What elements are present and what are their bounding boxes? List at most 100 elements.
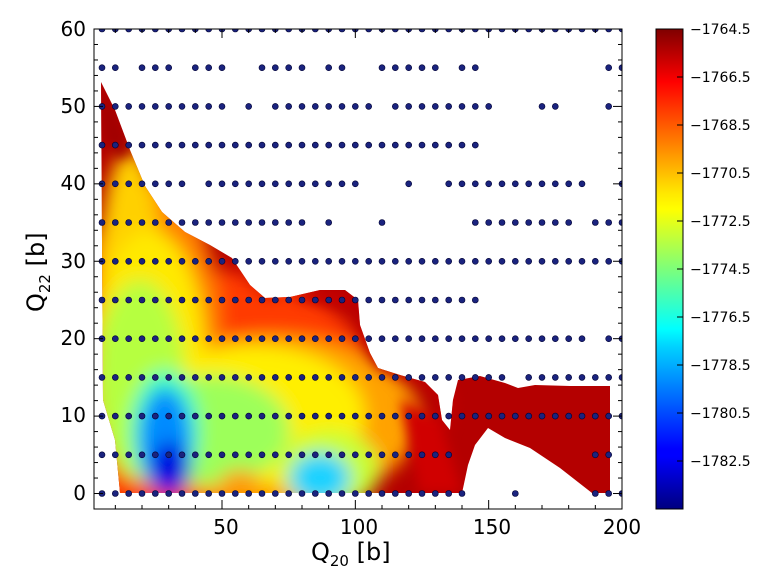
calculated-point [138, 296, 146, 304]
y-tick-label: 10 [61, 403, 86, 427]
calculated-point [271, 141, 279, 149]
calculated-point [431, 412, 439, 420]
calculated-point [605, 335, 613, 343]
calculated-point [205, 64, 212, 71]
calculated-point [298, 412, 306, 420]
calculated-point [325, 64, 333, 71]
calculated-point [192, 490, 199, 497]
calculated-point [98, 64, 106, 71]
calculated-point [152, 490, 159, 497]
calculated-point [565, 412, 573, 420]
calculated-point [325, 451, 333, 459]
calculated-point [192, 257, 199, 265]
y-tick-label: 30 [61, 249, 86, 273]
calculated-point [258, 29, 266, 33]
calculated-point [365, 141, 373, 149]
calculated-point [178, 451, 186, 459]
calculated-point [605, 103, 613, 110]
calculated-point [351, 296, 359, 304]
calculated-point [365, 335, 373, 343]
calculated-point [271, 335, 279, 343]
calculated-point [125, 180, 132, 188]
calculated-point [418, 29, 426, 33]
calculated-point [165, 103, 172, 110]
calculated-point [178, 335, 186, 343]
calculated-point [325, 296, 333, 304]
calculated-point [378, 335, 386, 343]
calculated-point [125, 374, 132, 381]
calculated-point [258, 374, 266, 381]
calculated-point [258, 180, 266, 188]
calculated-point [192, 219, 199, 226]
calculated-point [338, 335, 346, 343]
calculated-point [351, 103, 359, 110]
calculated-point [165, 219, 172, 226]
calculated-point [405, 103, 413, 110]
calculated-point [125, 335, 132, 343]
calculated-point [405, 141, 413, 149]
calculated-point [538, 257, 546, 265]
calculated-point [538, 219, 546, 226]
calculated-point [178, 29, 186, 33]
calculated-point [511, 490, 519, 497]
calculated-point [325, 335, 333, 343]
calculated-point [485, 180, 493, 188]
colorbar-tick-label: −1774.5 [690, 262, 751, 278]
calculated-point [365, 29, 372, 33]
calculated-point [271, 219, 279, 226]
calculated-point [298, 451, 306, 459]
calculated-point [152, 29, 159, 33]
calculated-point [138, 219, 146, 226]
calculated-point [538, 374, 546, 381]
calculated-point [418, 141, 426, 149]
calculated-point [125, 257, 132, 265]
calculated-point [258, 335, 266, 343]
calculated-point [578, 335, 586, 343]
calculated-point [232, 412, 239, 420]
calculated-point [525, 374, 533, 381]
calculated-point [605, 257, 613, 265]
calculated-point [258, 64, 266, 71]
calculated-point [578, 180, 586, 188]
colorbar-tick-label: −1766.5 [690, 70, 751, 86]
y-axis-title: Q22 [b] [22, 232, 54, 312]
calculated-point [498, 374, 506, 381]
calculated-point [525, 335, 533, 343]
calculated-point [178, 374, 186, 381]
calculated-point [152, 296, 159, 304]
calculated-point [285, 257, 293, 265]
colorbar-tick-label: −1780.5 [690, 406, 751, 422]
calculated-point [498, 335, 506, 343]
calculated-point [405, 374, 413, 381]
calculated-point [431, 451, 439, 459]
calculated-point [605, 412, 613, 420]
calculated-point [165, 374, 172, 381]
calculated-point [152, 141, 159, 149]
calculated-point [471, 64, 479, 71]
y-tick-label: 20 [61, 326, 86, 350]
calculated-point [378, 412, 386, 420]
calculated-point [298, 180, 306, 188]
calculated-point [298, 257, 306, 265]
calculated-point [551, 257, 559, 265]
calculated-point [298, 490, 306, 497]
calculated-point [391, 335, 399, 343]
calculated-point [485, 335, 493, 343]
calculated-point [445, 257, 453, 265]
calculated-point [325, 180, 333, 188]
calculated-point [405, 180, 413, 188]
x-axis-title: Q20 [b] [311, 538, 391, 570]
x-tick-label: 50 [213, 515, 238, 539]
calculated-point [511, 180, 519, 188]
colorbar-tick-label: −1776.5 [690, 310, 751, 326]
calculated-point [112, 412, 119, 420]
calculated-point [165, 180, 172, 188]
calculated-point [338, 180, 346, 188]
calculated-point [218, 141, 226, 149]
calculated-point [285, 180, 293, 188]
calculated-point [365, 296, 373, 304]
calculated-point [338, 451, 346, 459]
colorbar-tick-label: −1764.5 [690, 22, 751, 38]
calculated-point [285, 490, 293, 497]
colorbar-tick-label: −1778.5 [690, 358, 751, 374]
